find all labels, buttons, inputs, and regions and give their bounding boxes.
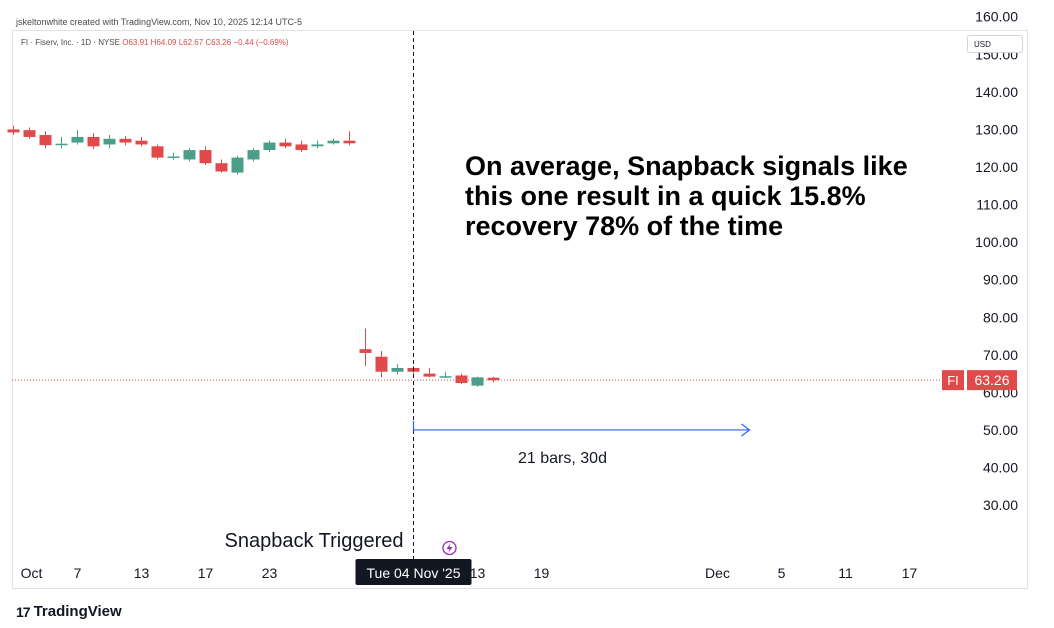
x-tick-label: 11 xyxy=(838,565,853,581)
chart-frame xyxy=(12,30,1028,589)
candle-body xyxy=(375,356,388,372)
range-label: 21 bars, 30d xyxy=(518,450,607,467)
candle-body xyxy=(23,130,36,137)
candle-body xyxy=(471,377,484,386)
y-tick-label: 160.00 xyxy=(975,9,1018,25)
y-tick-label: 90.00 xyxy=(983,272,1018,288)
candle-body xyxy=(39,135,52,146)
last-price-label: 63.26 xyxy=(974,372,1009,388)
candle-body xyxy=(199,150,212,164)
x-tick-label: 7 xyxy=(74,565,82,581)
tradingview-logo-icon: 17 xyxy=(16,603,31,620)
symbol-legend: FI · Fiserv, Inc. · 1D · NYSE O63.91 H64… xyxy=(21,38,289,47)
headline-line: recovery 78% of the time xyxy=(465,211,783,241)
candle-body xyxy=(119,138,132,143)
last-price-badge xyxy=(967,370,1017,391)
candle-body xyxy=(439,376,452,378)
candle-body xyxy=(247,150,260,160)
x-tick-label: 13 xyxy=(134,565,150,581)
candle-body xyxy=(87,136,100,147)
lightning-icon xyxy=(446,543,453,553)
headline-line: this one result in a quick 15.8% xyxy=(465,181,866,211)
crosshair-date-label: Tue 04 Nov '25 xyxy=(367,565,461,581)
candle-body xyxy=(359,349,372,353)
candle-body xyxy=(327,140,340,144)
candle-body xyxy=(423,373,436,377)
y-tick-label: 110.00 xyxy=(976,197,1018,213)
candle-body xyxy=(295,144,308,151)
y-tick-label: 40.00 xyxy=(983,460,1018,476)
tradingview-logo[interactable]: 17 TradingView xyxy=(16,603,122,620)
candle-body xyxy=(391,367,404,372)
currency-selector[interactable]: USD xyxy=(967,35,1023,53)
y-tick-label: 80.00 xyxy=(983,309,1018,325)
symbol-price-badge xyxy=(942,370,964,391)
y-tick-label: 100.00 xyxy=(975,234,1018,250)
candle-body xyxy=(103,138,116,145)
range-arrow-head xyxy=(741,423,751,437)
candle-body xyxy=(487,377,500,381)
candle-body xyxy=(7,129,20,133)
candle-body xyxy=(231,157,244,173)
x-tick-label: 13 xyxy=(470,565,486,581)
y-tick-label: 30.00 xyxy=(983,497,1018,513)
y-tick-label: 120.00 xyxy=(975,159,1018,175)
candle-body xyxy=(135,140,148,145)
candle-body xyxy=(343,140,356,144)
symbol-info: FI · Fiserv, Inc. · 1D · NYSE xyxy=(21,38,120,47)
x-tick-label: 17 xyxy=(902,565,918,581)
y-tick-label: 130.00 xyxy=(975,121,1018,137)
y-tick-label: 140.00 xyxy=(975,84,1018,100)
x-tick-label: Dec xyxy=(705,565,730,581)
candle-body xyxy=(71,136,84,143)
candle-body xyxy=(183,150,196,160)
headline-line: On average, Snapback signals like xyxy=(465,151,908,181)
brand-name: TradingView xyxy=(33,603,122,620)
x-tick-label: 17 xyxy=(198,565,214,581)
chart-caption: jskeltonwhite created with TradingView.c… xyxy=(16,17,302,27)
candle-body xyxy=(455,375,468,383)
x-tick-label: 23 xyxy=(262,565,278,581)
y-tick-label: 70.00 xyxy=(983,347,1018,363)
candle-body xyxy=(167,156,180,158)
candle-body xyxy=(151,146,164,158)
x-tick-label: Oct xyxy=(21,565,43,581)
y-tick-label: 50.00 xyxy=(983,422,1018,438)
candle-body xyxy=(215,163,228,172)
ohlc-values: O63.91 H64.09 L62.67 C63.26 −0.44 (−0.69… xyxy=(122,38,289,47)
candle-body xyxy=(311,144,324,147)
candle-body xyxy=(263,142,276,151)
snapback-triggered-label: Snapback Triggered xyxy=(224,530,403,552)
symbol-badge-label: FI xyxy=(947,373,959,388)
candle-body xyxy=(279,142,292,147)
x-tick-label: 5 xyxy=(778,565,786,581)
candle-body xyxy=(55,143,68,146)
x-tick-label: 19 xyxy=(534,565,550,581)
crosshair-date-badge xyxy=(355,559,472,585)
